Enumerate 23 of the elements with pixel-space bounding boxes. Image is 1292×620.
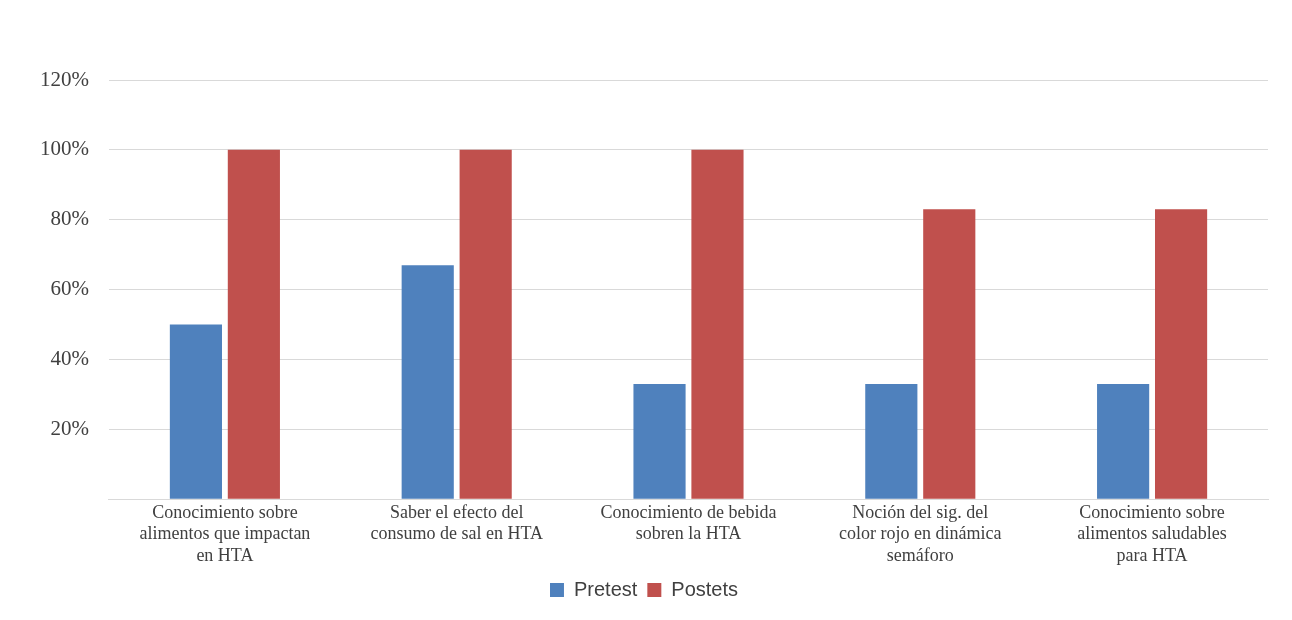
x-tick-label: Conocimiento sobre alimentos que impactan en HTA bbox=[139, 501, 311, 565]
bar bbox=[169, 324, 222, 499]
y-tick-label: 120% bbox=[39, 66, 89, 91]
y-tick-label: 100% bbox=[39, 136, 89, 161]
bar bbox=[633, 383, 686, 499]
bar bbox=[691, 149, 744, 499]
bar bbox=[865, 383, 918, 499]
x-tick-label: Noción del sig. del color rojo en dinámica semáforo bbox=[839, 501, 1002, 565]
x-tick-label: Conocimiento sobre alimentos saludables para HTA bbox=[1077, 501, 1227, 565]
bar bbox=[923, 209, 976, 499]
legend-label: Postets bbox=[671, 577, 739, 600]
x-tick-label: Saber el efecto del consumo de sal en HTA bbox=[370, 501, 543, 544]
y-tick-label: 80% bbox=[50, 206, 89, 231]
bar bbox=[401, 265, 454, 499]
legend-label: Pretest bbox=[573, 577, 638, 600]
bar bbox=[1097, 383, 1150, 499]
bar bbox=[459, 149, 512, 499]
x-tick-label: Conocimiento de bebida sobren la HTA bbox=[600, 501, 777, 544]
y-tick-label: 40% bbox=[50, 345, 89, 370]
bar bbox=[1155, 209, 1208, 499]
bar bbox=[227, 149, 280, 499]
y-tick-label: 60% bbox=[50, 276, 89, 301]
y-tick-label: 20% bbox=[50, 415, 89, 440]
